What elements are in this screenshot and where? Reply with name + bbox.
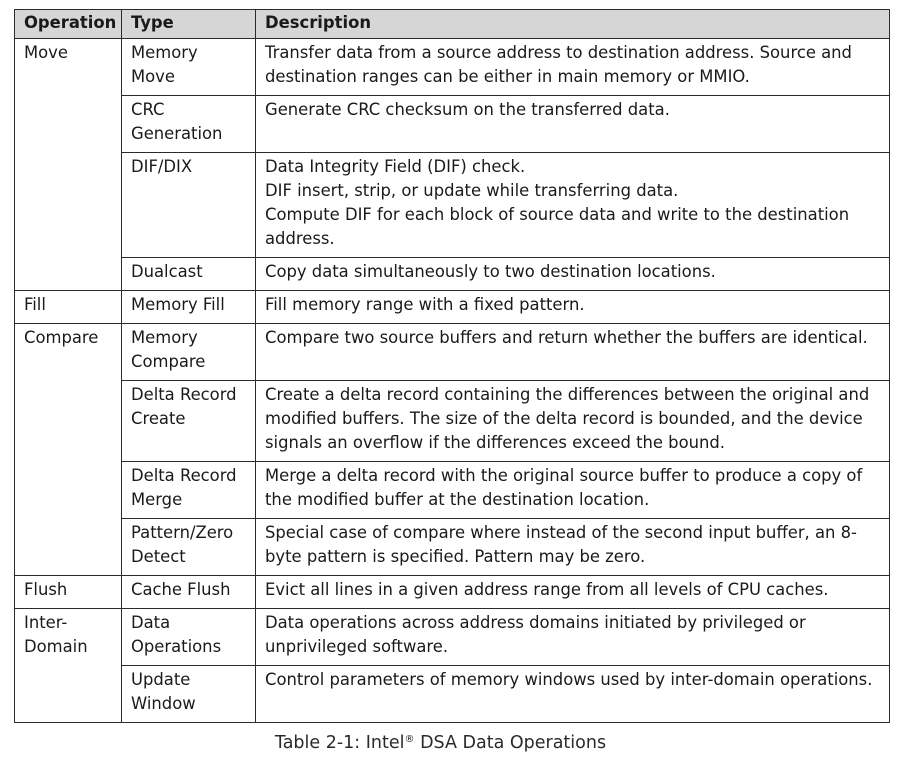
header-operation: Operation (14, 9, 122, 39)
type-cell: Memory Fill (121, 290, 256, 324)
description-cell: Evict all lines in a given address range… (255, 575, 890, 609)
type-cell: Memory Move (121, 38, 256, 96)
header-description: Description (255, 9, 890, 39)
table-row: DIF/DIX Data Integrity Field (DIF) check… (15, 152, 890, 258)
description-cell: Copy data simultaneously to two destinat… (255, 257, 890, 291)
type-cell: Delta Record Merge (121, 461, 256, 519)
caption-prefix: Table 2-1: Intel (274, 733, 405, 753)
header-type: Type (121, 9, 256, 39)
type-cell: Update Window (121, 665, 256, 723)
description-cell: Merge a delta record with the original s… (255, 461, 890, 519)
table-row: Pattern/Zero Detect Special case of comp… (15, 518, 890, 576)
operation-cell-flush: Flush (14, 575, 122, 609)
table-row: Compare Memory Compare Compare two sourc… (14, 323, 890, 576)
description-line: Data Integrity Field (DIF) check. (265, 157, 526, 176)
table-row: Delta Record Create Create a delta recor… (15, 380, 890, 462)
caption-suffix: DSA Data Operations (414, 733, 607, 753)
operation-cell-compare: Compare (14, 323, 122, 576)
table-row: Fill Memory Fill Fill memory range with … (14, 290, 890, 324)
operation-cell-move: Move (14, 38, 122, 291)
description-cell: Compare two source buffers and return wh… (255, 323, 890, 381)
type-cell: Memory Compare (121, 323, 256, 381)
table-header-row: Operation Type Description (14, 9, 890, 39)
table-row: Dualcast Copy data simultaneously to two… (15, 257, 890, 291)
operation-cell-fill: Fill (14, 290, 122, 324)
operation-cell-inter-domain: Inter-Domain (14, 608, 122, 723)
table-row: Flush Cache Flush Evict all lines in a g… (14, 575, 890, 609)
description-cell: Data operations across address domains i… (255, 608, 890, 666)
table-row: Inter-Domain Data Operations Data operat… (14, 608, 890, 723)
type-cell: Cache Flush (121, 575, 256, 609)
registered-mark: ® (404, 734, 415, 745)
table-row: Move Memory Move Transfer data from a so… (14, 38, 890, 291)
description-line: Compute DIF for each block of source dat… (265, 205, 850, 248)
description-cell: Create a delta record containing the dif… (255, 380, 890, 462)
table-caption: Table 2-1: Intel® DSA Data Operations (0, 730, 881, 756)
type-cell: DIF/DIX (121, 152, 256, 258)
table-row: CRC Generation Generate CRC checksum on … (15, 95, 890, 153)
table-row: Delta Record Merge Merge a delta record … (15, 461, 890, 519)
type-cell: CRC Generation (121, 95, 256, 153)
description-cell: Generate CRC checksum on the transferred… (255, 95, 890, 153)
type-cell: Delta Record Create (121, 380, 256, 462)
description-cell: Transfer data from a source address to d… (255, 38, 890, 96)
table-row: Update Window Control parameters of memo… (15, 665, 890, 723)
description-cell: Fill memory range with a fixed pattern. (255, 290, 890, 324)
data-operations-table: Operation Type Description Move Memory M… (14, 9, 890, 723)
type-cell: Pattern/Zero Detect (121, 518, 256, 576)
description-cell: Data Integrity Field (DIF) check. DIF in… (255, 152, 890, 258)
description-line: DIF insert, strip, or update while trans… (265, 181, 679, 200)
type-cell: Dualcast (121, 257, 256, 291)
description-cell: Control parameters of memory windows use… (255, 665, 890, 723)
type-cell: Data Operations (121, 608, 256, 666)
description-cell: Special case of compare where instead of… (255, 518, 890, 576)
